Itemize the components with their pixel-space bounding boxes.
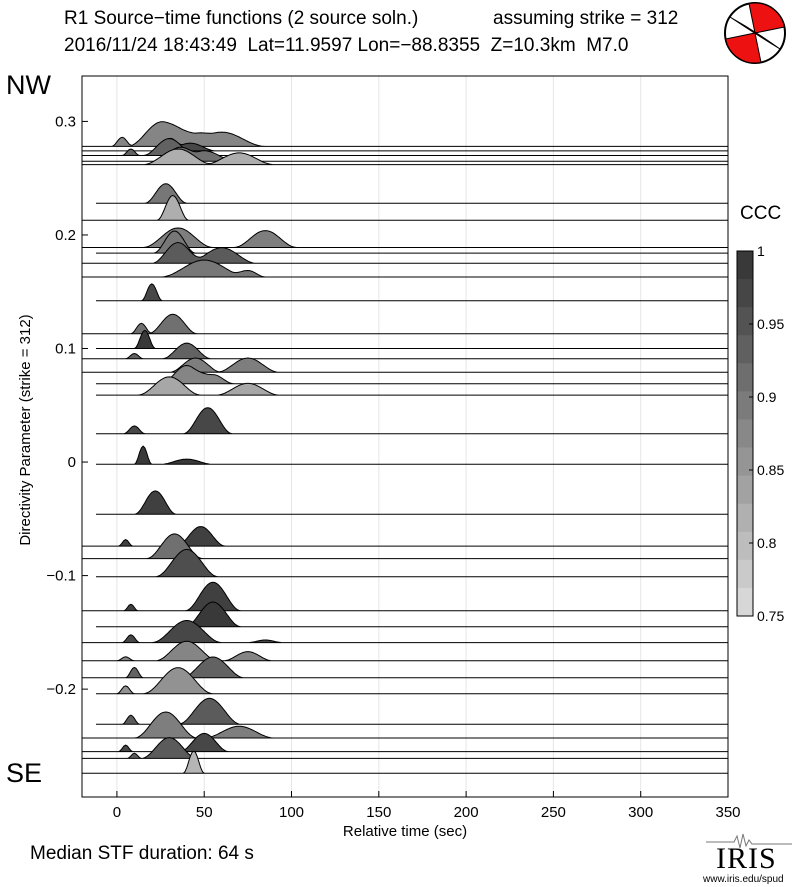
colorbar-band: [737, 279, 753, 308]
x-tick-label: 250: [541, 804, 566, 821]
stf-traces: [82, 121, 728, 774]
stf-trace: [82, 121, 728, 147]
stf-trace: [82, 656, 728, 679]
x-axis-label: Relative time (sec): [343, 823, 467, 840]
colorbar-frame: [736, 250, 754, 617]
stf-trace: [96, 329, 728, 349]
colorbar-band: [737, 559, 753, 589]
x-tick-label: 200: [454, 804, 479, 821]
y-tick-label: 0.3: [55, 113, 76, 130]
stf-trace: [82, 526, 728, 547]
stf-trace: [96, 407, 728, 435]
stf-trace: [82, 640, 728, 662]
colorbar-tick-label: 0.8: [757, 535, 777, 551]
x-tick-label: 350: [715, 804, 740, 821]
colorbar-band: [737, 419, 753, 449]
x-tick-label: 50: [196, 804, 213, 821]
stf-trace: [96, 667, 728, 695]
stf-trace: [82, 138, 728, 156]
beachball-quadrant-b: [725, 32, 762, 64]
y-tick-label: −0.1: [46, 568, 76, 585]
stf-trace: [96, 183, 728, 204]
x-tick-label: 0: [113, 804, 121, 821]
colorbar-band: [737, 251, 753, 280]
colorbar-band: [737, 475, 753, 505]
colorbar-band: [737, 503, 753, 533]
iris-waveform-icon: [706, 833, 792, 849]
stf-trace: [82, 259, 728, 278]
nw-label: NW: [6, 70, 51, 100]
y-tick-label: 0: [68, 454, 76, 471]
chart-title: R1 Source−time functions (2 source soln.…: [64, 8, 419, 29]
colorbar-tick-label: 1: [757, 243, 765, 259]
beachball-quadrant-a: [748, 2, 785, 34]
colorbar-band: [737, 391, 753, 420]
stf-trace: [96, 445, 728, 465]
beachball-icon: [724, 2, 786, 64]
colorbar-band: [737, 335, 753, 364]
x-tick-label: 150: [366, 804, 391, 821]
stf-trace: [82, 732, 728, 753]
stf-trace: [82, 342, 728, 360]
y-tick-label: 0.2: [55, 227, 76, 244]
iris-logo: IRIS: [716, 842, 777, 875]
stf-trace: [82, 533, 728, 560]
colorbar-band: [737, 363, 753, 392]
stf-trace: [82, 313, 728, 335]
stf-trace: [82, 357, 728, 373]
y-tick-label: −0.2: [46, 681, 76, 698]
stf-trace: [82, 241, 728, 264]
strike-note: assuming strike = 312: [493, 8, 679, 29]
colorbar-band: [737, 307, 753, 336]
x-tick-label: 300: [628, 804, 653, 821]
colorbar-band: [737, 447, 753, 477]
stf-trace: [82, 711, 728, 739]
iris-url: www.iris.edu/spud: [703, 874, 784, 885]
colorbar-band: [737, 587, 753, 617]
colorbar-tick-label: 0.9: [757, 389, 777, 405]
stf-trace: [82, 750, 728, 774]
stf-trace: [82, 737, 728, 759]
colorbar-title: CCC: [740, 203, 781, 224]
colorbar-tick-label: 0.95: [757, 316, 784, 332]
plot-frame: [81, 75, 729, 798]
grid-lines: [116, 76, 642, 797]
x-tick-label: 100: [279, 804, 304, 821]
y-tick-label: 0.1: [55, 341, 76, 358]
stf-trace: [96, 376, 728, 396]
colorbar-tick-label: 0.85: [757, 462, 784, 478]
stf-trace: [96, 490, 728, 515]
colorbar-band: [737, 531, 753, 561]
y-axis-label: Directivity Parameter (strike = 312): [17, 314, 34, 545]
stf-trace: [96, 364, 728, 385]
stf-trace: [82, 148, 728, 166]
colorbar-tick-label: 0.75: [757, 608, 784, 624]
stf-trace: [96, 601, 728, 628]
median-duration: Median STF duration: 64 s: [30, 843, 254, 864]
colorbar: 1 0.95 0.9 0.85 0.8 0.75: [736, 243, 784, 624]
se-label: SE: [6, 758, 43, 788]
stf-trace: [96, 283, 728, 302]
stf-trace: [96, 697, 728, 725]
stf-trace: [82, 194, 728, 221]
event-info: 2016/11/24 18:43:49 Lat=11.9597 Lon=−88.…: [64, 35, 629, 56]
axes-ticks: 0 50 100 150 200 250 300 350 0.3 0.2 0.1 0 −0.1 −0.2: [46, 113, 740, 821]
stf-trace: [82, 581, 728, 612]
beachball-band: [729, 16, 781, 50]
stf-trace: [96, 548, 728, 578]
stf-trace: [82, 619, 728, 644]
